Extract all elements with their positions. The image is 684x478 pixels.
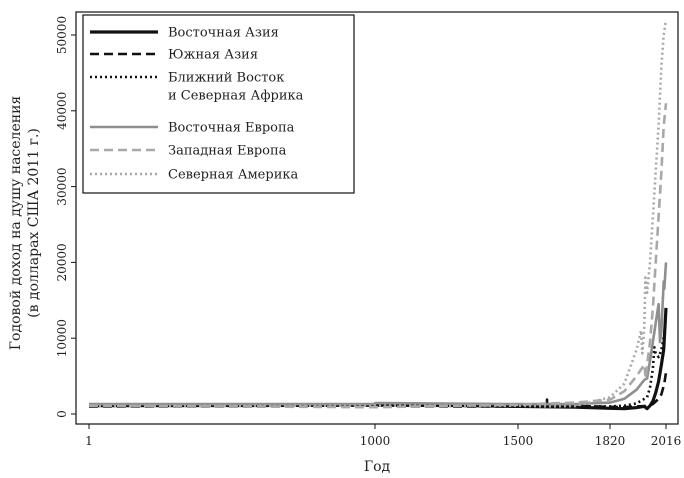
x-tick-label: 1000: [360, 434, 391, 448]
plot-frame: [75, 11, 679, 425]
chart-axes: 0 10000 20000 30000 40000 50000 1 1000 1500 1820 2…: [55, 11, 682, 448]
x-axis-title: Год: [364, 459, 391, 475]
y-tick-label: 20000: [55, 243, 69, 281]
y-axis-title-line-2: (в долларах США 2011 г.): [26, 128, 42, 318]
y-tick-label: 30000: [55, 168, 69, 206]
series-line-3: [88, 330, 668, 408]
series-line-6: [89, 19, 668, 408]
legend-label-4: Восточная Европа: [168, 121, 295, 136]
series-line-4: [89, 262, 668, 406]
legend-label-3: Ближний Восток: [168, 71, 284, 86]
x-tick-label: 2016: [651, 434, 682, 448]
series-line-5: [88, 103, 668, 409]
x-tick-label: 1500: [503, 434, 534, 448]
legend-label-6: Северная Америка: [168, 168, 298, 183]
y-tick-label: 10000: [55, 319, 69, 357]
y-tick-label: 40000: [55, 92, 69, 130]
y-axis-title-line-1: Годовой доход на душу населения: [8, 96, 24, 351]
x-tick-label: 1820: [595, 434, 626, 448]
legend-label-1: Восточная Азия: [168, 26, 279, 41]
legend-box: [82, 14, 355, 194]
series-line-1: [88, 307, 668, 411]
legend-label-2: Южная Азия: [168, 48, 258, 63]
legend-label-5: Западная Европа: [168, 144, 287, 159]
x-tick-label: 1: [85, 434, 93, 448]
series-line-2: [89, 372, 668, 409]
legend: Восточная Азия Южная Азия Ближний Восток и …: [82, 14, 355, 194]
y-tick-label: 50000: [55, 16, 69, 54]
series-layer: [88, 19, 668, 411]
y-tick-label: 0: [55, 410, 69, 418]
legend-label-3-line-2: и Северная Африка: [168, 89, 304, 104]
